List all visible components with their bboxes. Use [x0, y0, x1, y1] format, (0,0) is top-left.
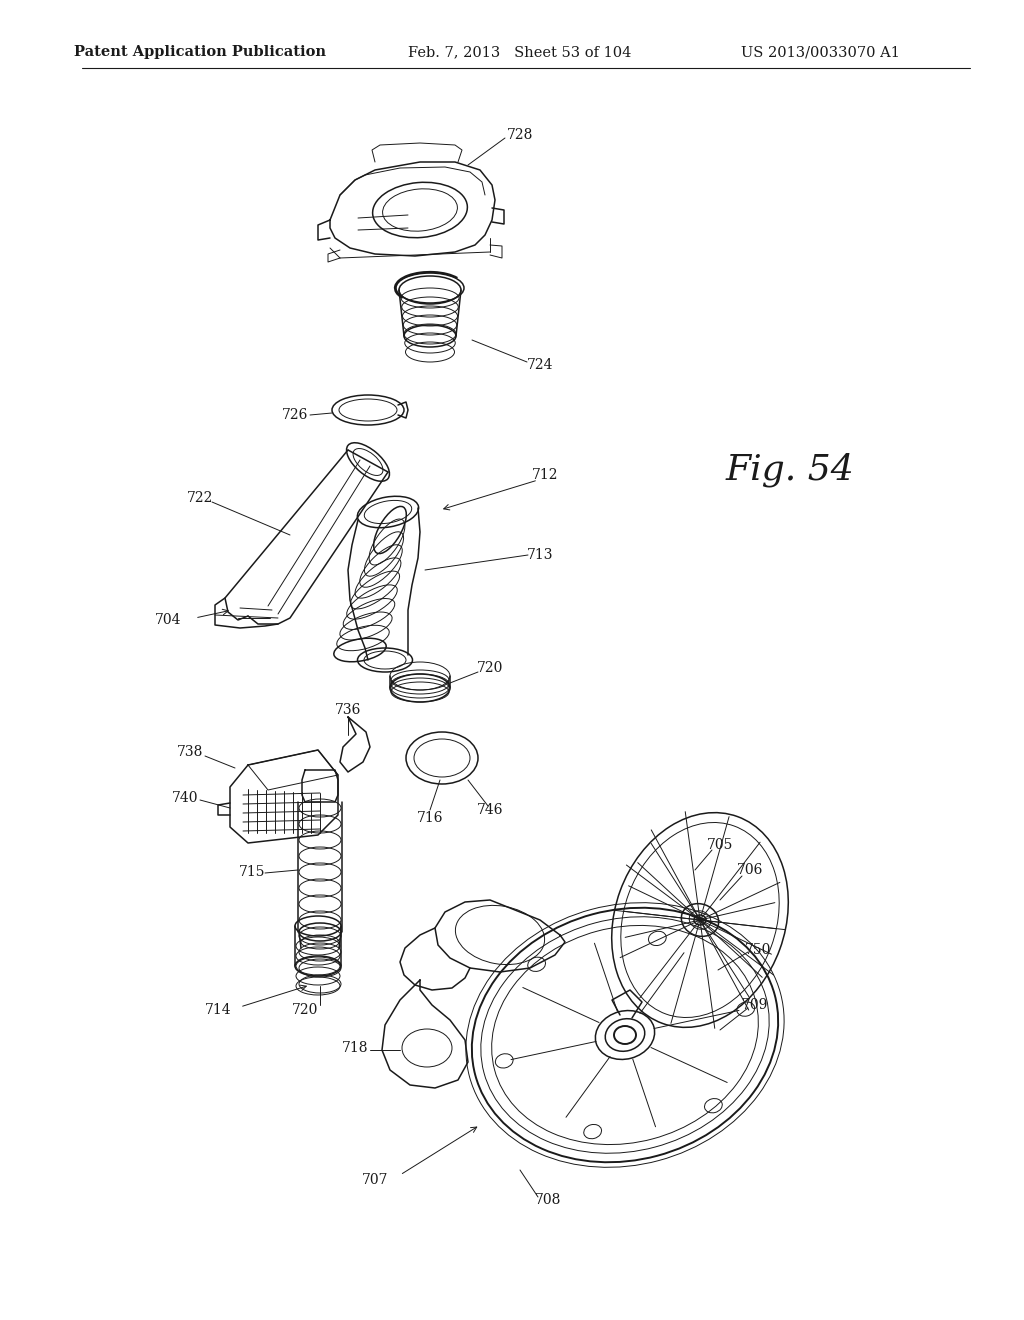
Text: 705: 705: [707, 838, 733, 851]
Text: 712: 712: [531, 469, 558, 482]
Text: 715: 715: [239, 865, 265, 879]
Text: 720: 720: [292, 1003, 318, 1016]
Text: 750: 750: [744, 942, 771, 957]
Text: 716: 716: [417, 810, 443, 825]
Text: 704: 704: [155, 612, 181, 627]
Text: 722: 722: [186, 491, 213, 506]
Text: 746: 746: [477, 803, 503, 817]
Text: Feb. 7, 2013   Sheet 53 of 104: Feb. 7, 2013 Sheet 53 of 104: [409, 45, 632, 59]
Text: 726: 726: [282, 408, 308, 422]
Text: 724: 724: [526, 358, 553, 372]
Text: 738: 738: [177, 744, 203, 759]
Text: 736: 736: [335, 704, 361, 717]
Text: 709: 709: [741, 998, 768, 1012]
Text: 740: 740: [172, 791, 199, 805]
Text: 708: 708: [535, 1193, 561, 1206]
Text: 706: 706: [737, 863, 763, 876]
Text: 714: 714: [205, 1003, 231, 1016]
Text: 728: 728: [507, 128, 534, 143]
Text: 718: 718: [342, 1041, 369, 1055]
Text: 720: 720: [477, 661, 503, 675]
Text: US 2013/0033070 A1: US 2013/0033070 A1: [740, 45, 899, 59]
Text: Fig. 54: Fig. 54: [726, 453, 854, 487]
Text: Patent Application Publication: Patent Application Publication: [74, 45, 326, 59]
Text: 707: 707: [361, 1173, 388, 1187]
Text: 713: 713: [526, 548, 553, 562]
